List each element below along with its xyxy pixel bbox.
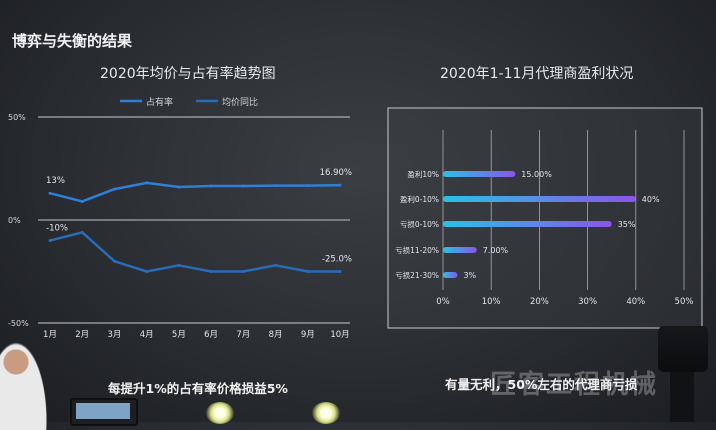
data-point — [209, 270, 213, 273]
data-point — [48, 239, 52, 243]
data-point — [112, 259, 116, 263]
line-chart-title: 2020年均价与占有率趋势图 — [100, 66, 276, 82]
bar — [443, 272, 458, 278]
x-tick-label: 8月 — [269, 330, 283, 340]
audience-person — [0, 340, 48, 430]
data-point — [274, 263, 278, 267]
data-point — [209, 184, 213, 188]
x-tick-label: 40% — [626, 297, 645, 307]
x-tick-label: 10月 — [330, 330, 349, 340]
bar-chart-caption: 有量无利，50%左右的代理商亏损 — [445, 377, 638, 392]
audience-phone — [70, 398, 138, 426]
x-tick-label: 5月 — [172, 330, 186, 340]
data-point — [177, 185, 181, 189]
bar — [443, 196, 636, 202]
watermark-logo: 匠客工程机械 — [490, 370, 659, 400]
data-point — [145, 181, 149, 185]
slide-title: 博弈与失衡的结果 — [12, 32, 133, 50]
data-point — [274, 184, 278, 188]
bar-chart-title: 2020年1-11月代理商盈利状况 — [440, 66, 634, 82]
x-tick-label: 20% — [530, 297, 549, 307]
bar — [443, 247, 477, 253]
data-label: -25.0% — [322, 255, 352, 265]
legend-label: 均价同比 — [222, 96, 258, 108]
bar — [443, 221, 612, 227]
bar-chart-panel — [387, 107, 703, 329]
bar-data-label: 35% — [618, 220, 636, 229]
data-point — [112, 187, 116, 191]
x-tick-label: 10% — [482, 297, 501, 307]
series-line-price — [49, 231, 340, 273]
y-tick-label: 0% — [8, 216, 21, 225]
x-tick-label: 2月 — [75, 330, 89, 340]
x-tick-label: 4月 — [140, 330, 154, 340]
x-tick-label: 9月 — [301, 330, 315, 340]
y-category-label: 亏损11-20% — [395, 245, 439, 255]
data-point — [338, 183, 342, 187]
y-category-label: 亏损21-30% — [395, 270, 439, 280]
data-point — [48, 191, 52, 195]
bar-data-label: 40% — [642, 195, 660, 204]
y-category-label: 亏损0-10% — [400, 219, 439, 229]
stage-light — [206, 402, 234, 424]
data-label: 13% — [46, 176, 65, 186]
data-point — [241, 184, 245, 188]
legend-label: 占有率 — [146, 96, 173, 108]
line-chart-caption: 每提升1%的占有率价格损益5% — [108, 381, 288, 396]
y-tick-label: -50% — [8, 319, 29, 328]
data-point — [145, 270, 149, 273]
x-tick-label: 0% — [436, 297, 450, 307]
y-tick-label: 50% — [8, 113, 26, 122]
x-tick-label: 1月 — [43, 330, 57, 340]
bar-data-label: 3% — [463, 271, 476, 280]
data-point — [306, 270, 310, 273]
y-category-label: 盈利10% — [407, 169, 439, 179]
x-tick-label: 50% — [675, 297, 694, 307]
stage-light — [312, 402, 340, 424]
y-category-label: 盈利0-10% — [400, 194, 439, 204]
camera-tripod — [670, 372, 694, 422]
video-camera — [658, 326, 708, 372]
data-label: 16.90% — [320, 168, 352, 178]
data-point — [306, 184, 310, 188]
data-point — [80, 199, 84, 203]
x-tick-label: 6月 — [204, 330, 218, 340]
data-label: -10% — [46, 224, 68, 234]
bar-data-label: 7.00% — [483, 246, 509, 255]
x-tick-label: 3月 — [107, 330, 121, 340]
bar-data-label: 15.00% — [521, 170, 552, 179]
data-point — [338, 270, 342, 273]
x-tick-label: 7月 — [236, 330, 250, 340]
data-point — [177, 263, 181, 267]
bar — [443, 171, 516, 177]
series-line-share — [49, 181, 341, 203]
data-point — [241, 270, 245, 273]
x-tick-label: 30% — [578, 297, 597, 307]
data-point — [80, 230, 84, 234]
